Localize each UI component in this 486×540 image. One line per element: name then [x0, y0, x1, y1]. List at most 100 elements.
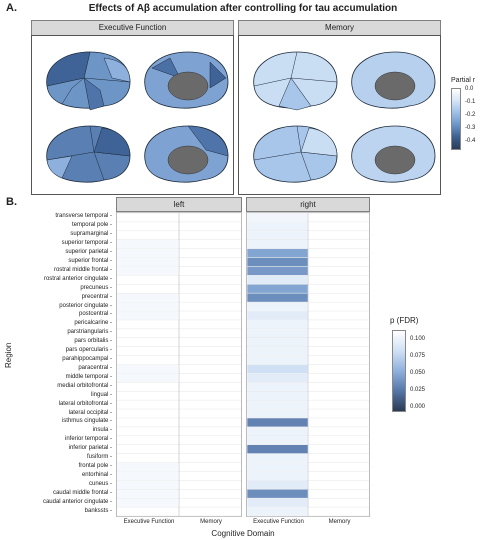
- heatmap-cell-left-executive-function-9: [117, 293, 179, 302]
- heatmap-cell-right-executive-function-32: [247, 498, 308, 507]
- region-label: medial orbitofrontal -: [57, 382, 112, 389]
- xtick-right-executive-function: Executive Function: [253, 519, 304, 525]
- region-label: posterior cingulate -: [59, 302, 112, 309]
- heatmap-cell-right-executive-function-4: [247, 248, 308, 258]
- heatmap-cell-left-executive-function-28: [117, 462, 179, 472]
- heatmap-cell-right-executive-function-17: [247, 364, 308, 374]
- heatmap-cell-right-executive-function-16: [247, 355, 308, 365]
- region-label: superior parietal -: [65, 249, 112, 256]
- heatmap-cell-left-executive-function-4: [117, 248, 179, 258]
- heatmap-cell-right-executive-function-26: [247, 445, 308, 454]
- ef-medial-left-hemisphere: [144, 51, 229, 109]
- ef-brain-maps: [46, 51, 229, 183]
- pfdr-tick-2: 0.050: [410, 370, 426, 376]
- heatmap-cell-right-executive-function-23: [247, 418, 308, 427]
- facet-strip-left: left: [116, 197, 242, 212]
- panel-a-letter: A.: [6, 2, 17, 14]
- partial-r-tick-2: -0.2: [465, 112, 476, 118]
- heatmap-cell-left-executive-function-32: [117, 498, 179, 507]
- heatmap-cell-right-executive-function-10: [247, 302, 308, 311]
- heatmap-cell-left-executive-function-5: [117, 257, 179, 267]
- heatmap-cell-right-executive-function-21: [247, 400, 308, 409]
- heatmap-cell-right-executive-function-22: [247, 409, 308, 418]
- region-label: parstriangularis -: [67, 329, 112, 336]
- facet-strip-right: right: [246, 197, 370, 212]
- heatmap-cell-right-executive-function-0: [247, 213, 308, 222]
- heatmap-cell-left-executive-function-31: [117, 489, 179, 498]
- ef-medial-right-hemisphere: [144, 125, 229, 183]
- region-label: superior frontal -: [68, 258, 112, 264]
- heatmap-cell-left-executive-function-11: [117, 311, 179, 320]
- panel-b-letter: B.: [6, 196, 17, 208]
- region-label: temporal pole -: [71, 222, 112, 229]
- brain-panel-executive-function: [31, 35, 234, 195]
- heatmap-cell-right-executive-function-18: [247, 373, 308, 383]
- ef-lateral-left-hemisphere: [46, 51, 131, 111]
- region-label: inferior temporal -: [64, 436, 112, 443]
- heatmap-cell-left-executive-function-17: [117, 364, 179, 374]
- heatmap-cell-right-executive-function-27: [247, 453, 308, 463]
- pfdr-tick-3: 0.025: [410, 387, 426, 393]
- heatmap-cell-right-executive-function-11: [247, 311, 308, 320]
- heatmap-cell-right-executive-function-1: [247, 222, 308, 231]
- brain-panel-memory: [238, 35, 441, 195]
- heatmap-cell-right-executive-function-7: [247, 275, 308, 284]
- region-label: parahippocampal -: [62, 356, 112, 363]
- memory-lateral-right-hemisphere: [253, 125, 338, 183]
- region-label: middle temporal -: [65, 373, 112, 380]
- region-label: precuneus -: [80, 284, 112, 291]
- xtick-left-memory: Memory: [200, 519, 222, 525]
- region-label: inferior parietal -: [68, 445, 112, 452]
- memory-medial-right-hemisphere: [351, 125, 436, 183]
- partial-r-tick-3: -0.3: [465, 125, 476, 131]
- region-label: pars orbitalis -: [74, 338, 112, 345]
- region-label: lateral orbitofrontal -: [58, 400, 112, 407]
- region-label: lingual -: [90, 391, 112, 398]
- pfdr-colorbar: [392, 330, 406, 412]
- region-label: pars opercularis -: [65, 347, 112, 354]
- x-axis-title: Cognitive Domain: [211, 529, 275, 538]
- region-label: transverse temporal -: [55, 213, 112, 220]
- heatmap-cell-right-executive-function-31: [247, 489, 308, 498]
- heatmap-cell-right-executive-function-30: [247, 480, 308, 489]
- heatmap-cell-right-executive-function-25: [247, 436, 308, 445]
- partial-r-tick-0: 0.0: [465, 86, 474, 92]
- heatmap-cell-right-executive-function-12: [247, 320, 308, 329]
- region-label: entorhinal -: [81, 471, 112, 478]
- heatmap-cell-right-executive-function-2: [247, 231, 308, 240]
- xtick-left-executive-function: Executive Function: [123, 519, 175, 525]
- heatmap-cell-right-executive-function-19: [247, 382, 308, 391]
- partial-r-tick-4: -0.4: [465, 138, 476, 144]
- region-label: caudal anterior cingulate -: [42, 498, 112, 505]
- heatmap-cell-right-executive-function-33: [247, 507, 308, 516]
- heatmap-cell-right-executive-function-14: [247, 338, 308, 347]
- heatmap-cell-left-executive-function-30: [117, 480, 179, 489]
- heatmap-cell-left-executive-function-10: [117, 302, 179, 311]
- heatmap-cell-right-executive-function-8: [247, 284, 308, 293]
- heatmap-cell-right-executive-function-28: [247, 462, 308, 472]
- pfdr-legend-title: p (FDR): [390, 316, 419, 325]
- ef-lateral-right-hemisphere: [46, 125, 131, 183]
- heatmap-cell-right-executive-function-6: [247, 266, 308, 276]
- heatmap-cell-left-executive-function-6: [117, 266, 179, 276]
- partial-r-legend-title: Partial r: [451, 77, 476, 84]
- region-label: paracentral -: [78, 364, 112, 371]
- pfdr-tick-1: 0.075: [410, 353, 426, 359]
- heatmap-cell-left-executive-function-29: [117, 471, 179, 481]
- xtick-right-memory: Memory: [328, 519, 351, 525]
- heatmap-cell-left-executive-function-18: [117, 373, 179, 383]
- heatmap-cell-right-executive-function-13: [247, 329, 308, 338]
- heatmap-cell-right-executive-function-15: [247, 346, 308, 356]
- region-label: rostral anterior cingulate -: [43, 275, 112, 282]
- heatmap-cell-left-executive-function-3: [117, 240, 179, 249]
- memory-medial-left-hemisphere: [351, 51, 436, 109]
- partial-r-tick-1: -0.1: [465, 99, 476, 105]
- region-label: isthmus cingulate -: [61, 418, 112, 425]
- memory-lateral-left-hemisphere: [253, 51, 338, 111]
- region-label: fusiform -: [86, 454, 112, 461]
- region-label: insula -: [92, 427, 112, 434]
- region-label: bankssts -: [84, 507, 112, 514]
- heatmap-cell-right-executive-function-29: [247, 471, 308, 481]
- region-label: lateral occipital -: [68, 409, 112, 416]
